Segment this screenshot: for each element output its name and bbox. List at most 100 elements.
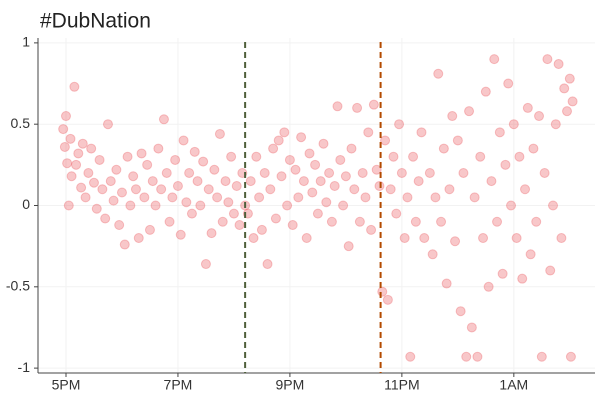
point: [167, 192, 178, 203]
point: [553, 59, 564, 70]
point: [102, 119, 113, 130]
point: [156, 184, 167, 195]
point: [206, 228, 217, 239]
point: [464, 106, 475, 117]
point: [480, 86, 491, 97]
point: [114, 220, 125, 231]
point: [550, 119, 561, 130]
point: [520, 184, 531, 195]
point: [65, 133, 76, 144]
point: [203, 184, 214, 195]
point: [228, 208, 239, 219]
point: [354, 216, 365, 227]
point: [181, 197, 192, 208]
x-tick-label: 9PM: [276, 377, 305, 393]
point: [444, 184, 455, 195]
chart-title: #DubNation: [40, 10, 151, 33]
point: [371, 164, 382, 175]
point: [122, 151, 133, 162]
point: [287, 220, 298, 231]
point: [172, 180, 183, 191]
point: [128, 171, 139, 182]
point: [514, 151, 525, 162]
point: [531, 216, 542, 227]
point: [366, 224, 377, 235]
point: [161, 167, 172, 178]
point: [436, 216, 447, 227]
point: [410, 216, 421, 227]
point: [170, 154, 181, 165]
point: [136, 148, 147, 159]
point: [133, 233, 144, 244]
point: [91, 203, 102, 214]
point: [517, 273, 528, 284]
point: [536, 351, 547, 362]
point: [564, 73, 575, 84]
x-tick-label: 7PM: [164, 377, 193, 393]
point: [304, 148, 315, 159]
point: [472, 351, 483, 362]
point: [231, 180, 242, 191]
point: [195, 200, 206, 211]
point: [147, 176, 158, 187]
point: [368, 99, 379, 110]
point: [265, 184, 276, 195]
point: [192, 176, 203, 187]
point: [548, 200, 559, 211]
point: [293, 192, 304, 203]
point: [522, 102, 533, 113]
point: [441, 278, 452, 289]
point: [234, 220, 245, 231]
x-tick-label: 1AM: [499, 377, 528, 393]
point: [556, 233, 567, 244]
point: [217, 216, 228, 227]
point: [198, 156, 209, 167]
point: [284, 154, 295, 165]
point: [307, 187, 318, 198]
point: [388, 151, 399, 162]
point: [153, 143, 164, 154]
point: [276, 171, 287, 182]
point: [97, 184, 108, 195]
point: [475, 151, 486, 162]
point: [139, 192, 150, 203]
point: [130, 184, 141, 195]
point: [209, 164, 220, 175]
point: [486, 176, 497, 187]
point: [492, 216, 503, 227]
point: [214, 128, 225, 139]
point: [380, 135, 391, 146]
point: [324, 167, 335, 178]
point: [125, 200, 136, 211]
point: [408, 151, 419, 162]
point: [565, 351, 576, 362]
point: [268, 143, 279, 154]
point: [494, 127, 505, 138]
point: [86, 143, 97, 154]
point: [416, 127, 427, 138]
point: [363, 127, 374, 138]
point: [500, 159, 511, 170]
point: [346, 143, 357, 154]
point: [178, 135, 189, 146]
point: [489, 54, 500, 65]
point: [116, 187, 127, 198]
point: [385, 184, 396, 195]
point: [559, 83, 570, 94]
point: [248, 233, 259, 244]
point: [254, 192, 265, 203]
point: [424, 167, 435, 178]
point: [466, 322, 477, 333]
point: [352, 102, 363, 113]
point: [450, 236, 461, 247]
point: [62, 158, 73, 169]
point: [111, 164, 122, 175]
point: [455, 306, 466, 317]
point: [545, 265, 556, 276]
point: [430, 192, 441, 203]
point: [58, 124, 69, 135]
point: [77, 138, 88, 149]
point: [119, 239, 130, 250]
point: [338, 200, 349, 211]
